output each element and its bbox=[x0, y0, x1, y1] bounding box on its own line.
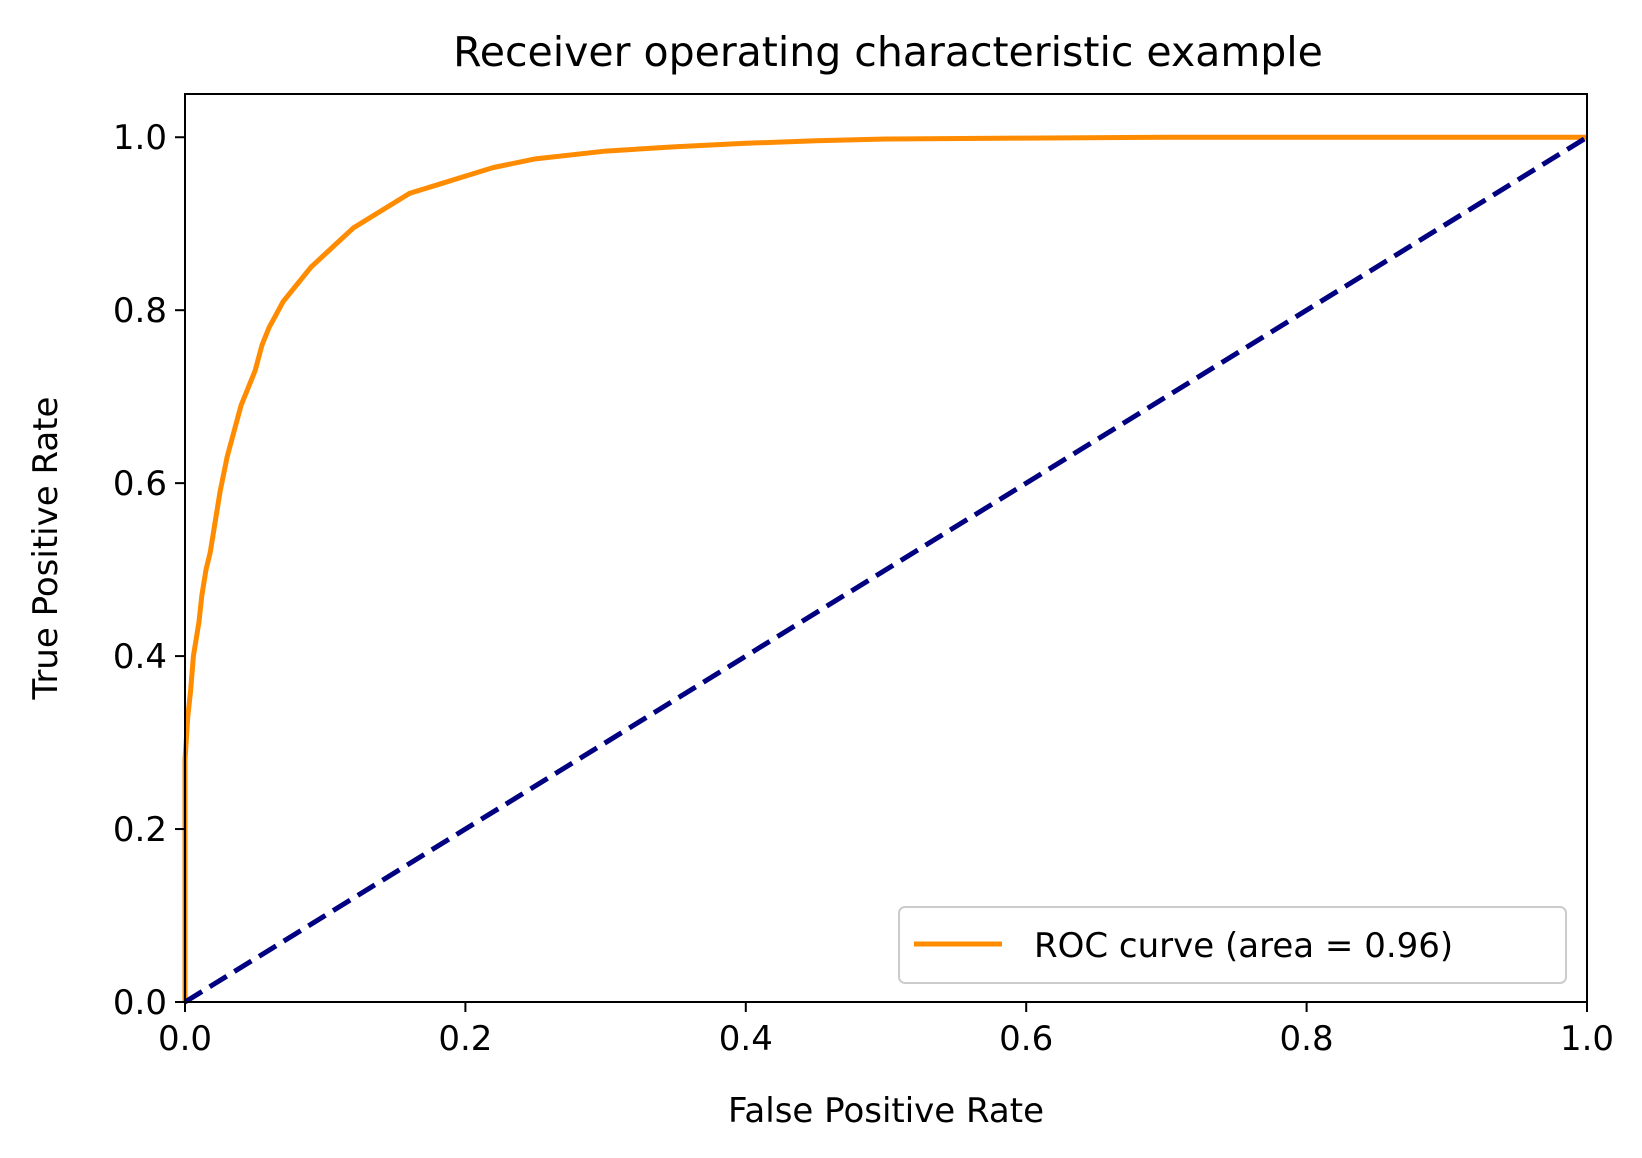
x-tick-label: 0.6 bbox=[999, 1019, 1053, 1059]
legend: ROC curve (area = 0.96) bbox=[898, 906, 1567, 984]
y-tick-label: 0.6 bbox=[113, 464, 167, 504]
y-tick-label: 0.2 bbox=[113, 810, 167, 850]
roc-curve-line bbox=[182, 134, 1587, 1002]
chance-diagonal-line bbox=[183, 135, 1589, 1005]
x-tick-label: 0.0 bbox=[158, 1019, 212, 1059]
x-axis-label: False Positive Rate bbox=[728, 1091, 1044, 1131]
x-tick-label: 0.2 bbox=[438, 1019, 492, 1059]
y-tick-label: 0.0 bbox=[113, 983, 167, 1023]
series-layer bbox=[182, 134, 1589, 1005]
y-tick-label: 0.4 bbox=[113, 637, 167, 677]
plot-frame bbox=[184, 93, 1588, 1003]
chart-title: Receiver operating characteristic exampl… bbox=[453, 28, 1323, 76]
y-axis-label: True Positive Rate bbox=[26, 397, 66, 701]
ticks-layer: 0.0 0.2 0.4 0.6 0.8 1.0 0.0 0.2 0.4 0.6 0.8 1.0 bbox=[113, 118, 1614, 1059]
legend-label-roc-curve: ROC curve (area = 0.96) bbox=[1034, 926, 1453, 966]
y-tick-label: 1.0 bbox=[113, 118, 167, 158]
x-tick-label: 1.0 bbox=[1560, 1019, 1614, 1059]
x-tick-label: 0.8 bbox=[1280, 1019, 1334, 1059]
legend-box bbox=[898, 906, 1567, 984]
x-tick-label: 0.4 bbox=[719, 1019, 773, 1059]
y-tick-label: 0.8 bbox=[113, 291, 167, 331]
